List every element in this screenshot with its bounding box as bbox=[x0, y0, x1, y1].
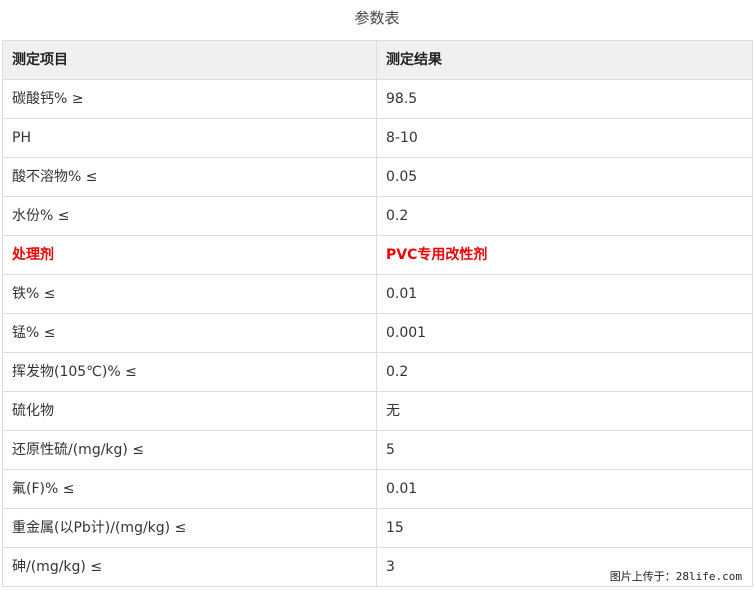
table-row: 氟(F)% ≤0.01 bbox=[2, 469, 753, 509]
item-cell: 氟(F)% ≤ bbox=[2, 469, 377, 509]
item-cell: 碳酸钙% ≥ bbox=[2, 79, 377, 119]
header-result: 测定结果 bbox=[376, 40, 753, 80]
item-cell: PH bbox=[2, 118, 377, 158]
item-cell: 锰% ≤ bbox=[2, 313, 377, 353]
table-row: 碳酸钙% ≥98.5 bbox=[2, 79, 753, 119]
header-item: 测定项目 bbox=[2, 40, 377, 80]
table-row: 酸不溶物% ≤0.05 bbox=[2, 157, 753, 197]
result-cell: 15 bbox=[376, 508, 753, 548]
result-cell: 0.01 bbox=[376, 274, 753, 314]
item-cell: 还原性硫/(mg/kg) ≤ bbox=[2, 430, 377, 470]
table-row: 锰% ≤0.001 bbox=[2, 313, 753, 353]
parameter-table: 测定项目 测定结果 碳酸钙% ≥98.5 PH 8-10 酸不溶物% ≤0.05 水份%… bbox=[2, 40, 753, 587]
table-row: 铁% ≤0.01 bbox=[2, 274, 753, 314]
table-row: 硫化物无 bbox=[2, 391, 753, 431]
table-title: 参数表 bbox=[354, 9, 400, 27]
table-row: 挥发物(105℃)% ≤0.2 bbox=[2, 352, 753, 392]
item-cell: 水份% ≤ bbox=[2, 196, 377, 236]
item-cell: 砷/(mg/kg) ≤ bbox=[2, 547, 377, 587]
table-row: 处理剂 PVC专用改性剂 bbox=[2, 235, 753, 275]
table-row: 水份% ≤0.2 bbox=[2, 196, 753, 236]
item-cell: 处理剂 bbox=[2, 235, 377, 275]
result-cell: PVC专用改性剂 bbox=[376, 235, 753, 275]
table-row: 还原性硫/(mg/kg) ≤5 bbox=[2, 430, 753, 470]
result-cell: 8-10 bbox=[376, 118, 753, 158]
result-cell: 0.2 bbox=[376, 352, 753, 392]
table-row: PH 8-10 bbox=[2, 118, 753, 158]
result-cell: 0.2 bbox=[376, 196, 753, 236]
watermark: 图片上传于：28life.com bbox=[609, 568, 742, 584]
item-cell: 挥发物(105℃)% ≤ bbox=[2, 352, 377, 392]
item-cell: 重金属(以Pb计)/(mg/kg) ≤ bbox=[2, 508, 377, 548]
table-row: 重金属(以Pb计)/(mg/kg) ≤15 bbox=[2, 508, 753, 548]
item-cell: 酸不溶物% ≤ bbox=[2, 157, 377, 197]
result-cell: 98.5 bbox=[376, 79, 753, 119]
result-cell: 0.01 bbox=[376, 469, 753, 509]
result-cell: 5 bbox=[376, 430, 753, 470]
result-cell: 无 bbox=[376, 391, 753, 431]
item-cell: 硫化物 bbox=[2, 391, 377, 431]
item-cell: 铁% ≤ bbox=[2, 274, 377, 314]
result-cell: 0.05 bbox=[376, 157, 753, 197]
result-cell: 0.001 bbox=[376, 313, 753, 353]
table-header-row: 测定项目 测定结果 bbox=[2, 40, 753, 80]
